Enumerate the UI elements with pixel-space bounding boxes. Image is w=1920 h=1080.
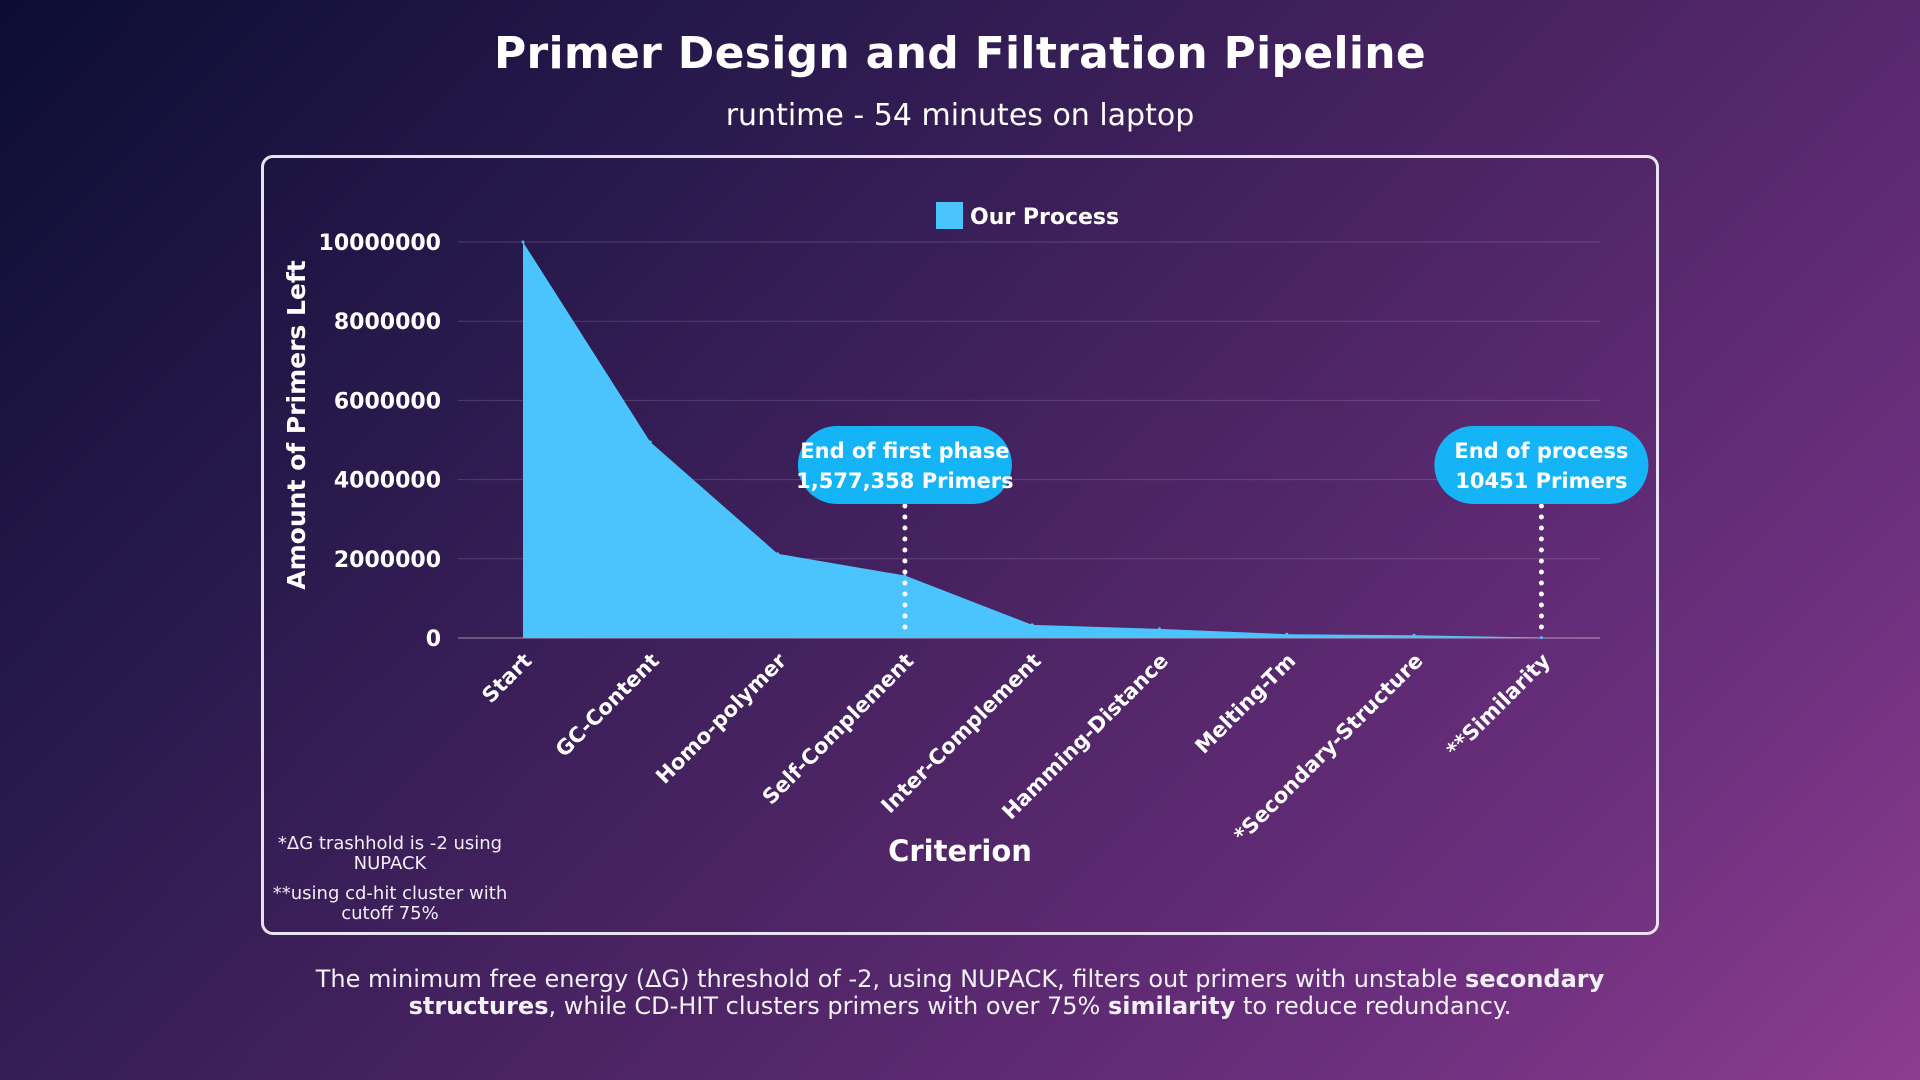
y-tick-label: 6000000 xyxy=(334,389,441,414)
data-point xyxy=(1158,627,1161,631)
y-tick-label: 4000000 xyxy=(334,469,441,494)
caption-text-2: , while CD-HIT clusters primers with ove… xyxy=(548,992,1108,1020)
x-tick-label: **Similarity xyxy=(1442,648,1555,761)
annotation-callout xyxy=(797,426,1012,504)
footnote-cd-hit: **using cd-hit cluster with cutoff 75% xyxy=(272,883,508,924)
caption-text-3: to reduce redundancy. xyxy=(1235,992,1512,1020)
page-title: Primer Design and Filtration Pipeline xyxy=(493,28,1427,79)
y-tick-label: 8000000 xyxy=(334,310,441,335)
x-axis-label: Criterion xyxy=(888,834,1032,868)
data-point xyxy=(1412,633,1416,637)
x-tick-label: Homo-polymer xyxy=(651,648,791,788)
data-point xyxy=(1030,623,1034,627)
data-point xyxy=(776,552,780,556)
annotation-text: End of first phase xyxy=(800,439,1009,463)
y-tick-label: 2000000 xyxy=(334,548,441,573)
area-series-our-process xyxy=(523,242,1542,638)
x-tick-label: GC-Content xyxy=(551,649,664,762)
annotation-text: 10451 Primers xyxy=(1455,469,1627,493)
page-subtitle: runtime - 54 minutes on laptop xyxy=(725,98,1195,133)
data-point xyxy=(521,240,525,244)
chart-panel xyxy=(261,155,1659,935)
annotation-callout xyxy=(1434,426,1649,504)
y-tick-label: 10000000 xyxy=(319,231,441,256)
legend-label: Our Process xyxy=(970,205,1119,230)
legend-swatch xyxy=(936,202,963,229)
annotation-text: End of process xyxy=(1454,439,1628,463)
caption-bold-secondary: secondary structures xyxy=(408,965,1605,1020)
data-point xyxy=(903,574,907,577)
footnote-delta-g: *ΔG trashhold is -2 using NUPACK xyxy=(277,833,503,874)
data-point xyxy=(1539,636,1543,640)
caption-text-1: The minimum free energy (ΔG) threshold o… xyxy=(315,965,1466,993)
data-point xyxy=(1285,632,1289,636)
y-axis-label: Amount of Primers Left xyxy=(282,260,311,589)
annotation-text: 1,577,358 Primers xyxy=(796,469,1013,493)
x-tick-label: Melting-Tm xyxy=(1190,649,1300,759)
x-tick-label: Start xyxy=(477,649,536,708)
data-point xyxy=(648,440,652,444)
caption-bold-similarity: similarity xyxy=(1107,992,1236,1020)
y-tick-label: 0 xyxy=(426,627,441,652)
caption: The minimum free energy (ΔG) threshold o… xyxy=(300,966,1620,1020)
